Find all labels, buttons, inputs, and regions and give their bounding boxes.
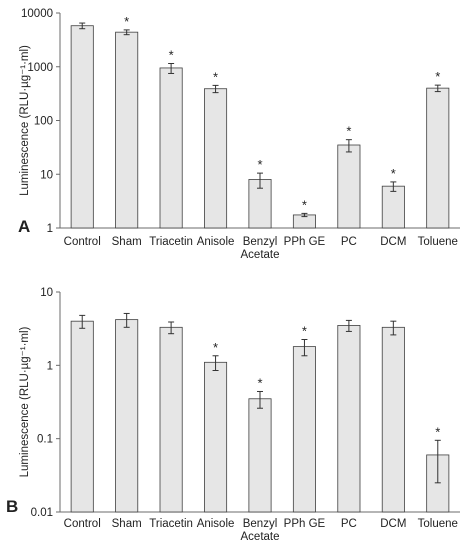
category-label: Triacetin: [149, 236, 193, 248]
category-label: DCM: [380, 518, 406, 530]
category-label-line: DCM: [380, 236, 406, 248]
y-axis-title: Luminescence (RLU·µg⁻¹·ml): [19, 326, 31, 477]
category-label-line: Triacetin: [149, 518, 193, 530]
bar: [292, 346, 316, 513]
category-label: Control: [64, 518, 101, 530]
category-label-line: Toluene: [418, 518, 458, 530]
y-tick-label: 1: [47, 223, 53, 235]
panel-letter: B: [6, 497, 18, 516]
category-label: Benzyl Acetate: [241, 236, 280, 261]
bar: [70, 25, 94, 229]
significance-marker: *: [169, 47, 174, 62]
bar: [337, 325, 361, 513]
category-label-line: Sham: [112, 236, 142, 248]
category-label-line: DCM: [380, 518, 406, 530]
category-label-line: Benzyl: [243, 518, 278, 530]
significance-marker: *: [302, 197, 307, 212]
category-label-line: Control: [64, 518, 101, 530]
category-label: PPh GE: [284, 518, 326, 530]
y-axis-title: Luminescence (RLU·µg⁻¹·ml): [19, 45, 31, 196]
category-label-line: Triacetin: [149, 236, 193, 248]
significance-marker: *: [213, 340, 218, 355]
category-label: Benzyl Acetate: [241, 518, 280, 543]
significance-marker: *: [124, 14, 129, 29]
category-label-line: Anisole: [197, 518, 235, 530]
y-tick-label: 10: [40, 169, 53, 181]
category-label: PC: [341, 518, 357, 530]
bar: [204, 361, 228, 513]
bar: [337, 144, 361, 229]
y-tick-label: 1000: [27, 62, 53, 74]
category-label: PC: [341, 236, 357, 248]
panel-letter: A: [18, 217, 30, 236]
category-label-line: Control: [64, 236, 101, 248]
category-label: Anisole: [197, 518, 235, 530]
category-label: Toluene: [418, 236, 458, 248]
bar: [381, 185, 405, 229]
significance-marker: *: [435, 424, 440, 439]
category-label-line: Sham: [112, 518, 142, 530]
category-label: Sham: [112, 236, 142, 248]
y-tick-label: 10: [40, 287, 53, 299]
significance-marker: *: [213, 69, 218, 84]
category-label-line: PC: [341, 518, 357, 530]
significance-marker: *: [435, 69, 440, 84]
significance-marker: *: [346, 124, 351, 139]
significance-marker: *: [391, 166, 396, 181]
category-label: Control: [64, 236, 101, 248]
y-tick-label: 0.1: [37, 434, 53, 446]
y-tick-label: 10000: [21, 8, 53, 20]
bar: [115, 31, 139, 229]
category-label-line: Anisole: [197, 236, 235, 248]
bar: [70, 320, 94, 513]
bar: [159, 67, 183, 229]
category-label: Anisole: [197, 236, 235, 248]
category-label: Toluene: [418, 518, 458, 530]
bar: [204, 88, 228, 229]
category-label-line: Toluene: [418, 236, 458, 248]
chart-panel-a: 1 10 100 1000 10000 Luminescence (RLU·µg⁻¹·ml…: [18, 8, 460, 261]
category-label-line: Benzyl: [243, 236, 278, 248]
y-tick-label: 1: [47, 360, 53, 372]
significance-marker: *: [257, 375, 262, 390]
category-label-line: Acetate: [241, 531, 280, 543]
category-label: DCM: [380, 236, 406, 248]
category-label-line: PPh GE: [284, 236, 326, 248]
category-label: Sham: [112, 518, 142, 530]
y-tick-label: 0.01: [31, 507, 53, 519]
significance-marker: *: [257, 157, 262, 172]
bar: [115, 319, 139, 513]
significance-marker: *: [302, 324, 307, 339]
bar: [381, 326, 405, 513]
bar: [426, 87, 450, 229]
category-label: PPh GE: [284, 236, 326, 248]
y-tick-label: 100: [34, 116, 53, 128]
bar: [248, 398, 272, 513]
category-label-line: PC: [341, 236, 357, 248]
chart-panel-b: 0.01 0.1 1 10 Luminescence (RLU·µg⁻¹·ml) B Con…: [6, 287, 460, 543]
category-label: Triacetin: [149, 518, 193, 530]
category-label-line: PPh GE: [284, 518, 326, 530]
category-label-line: Acetate: [241, 249, 280, 261]
bar: [159, 326, 183, 513]
